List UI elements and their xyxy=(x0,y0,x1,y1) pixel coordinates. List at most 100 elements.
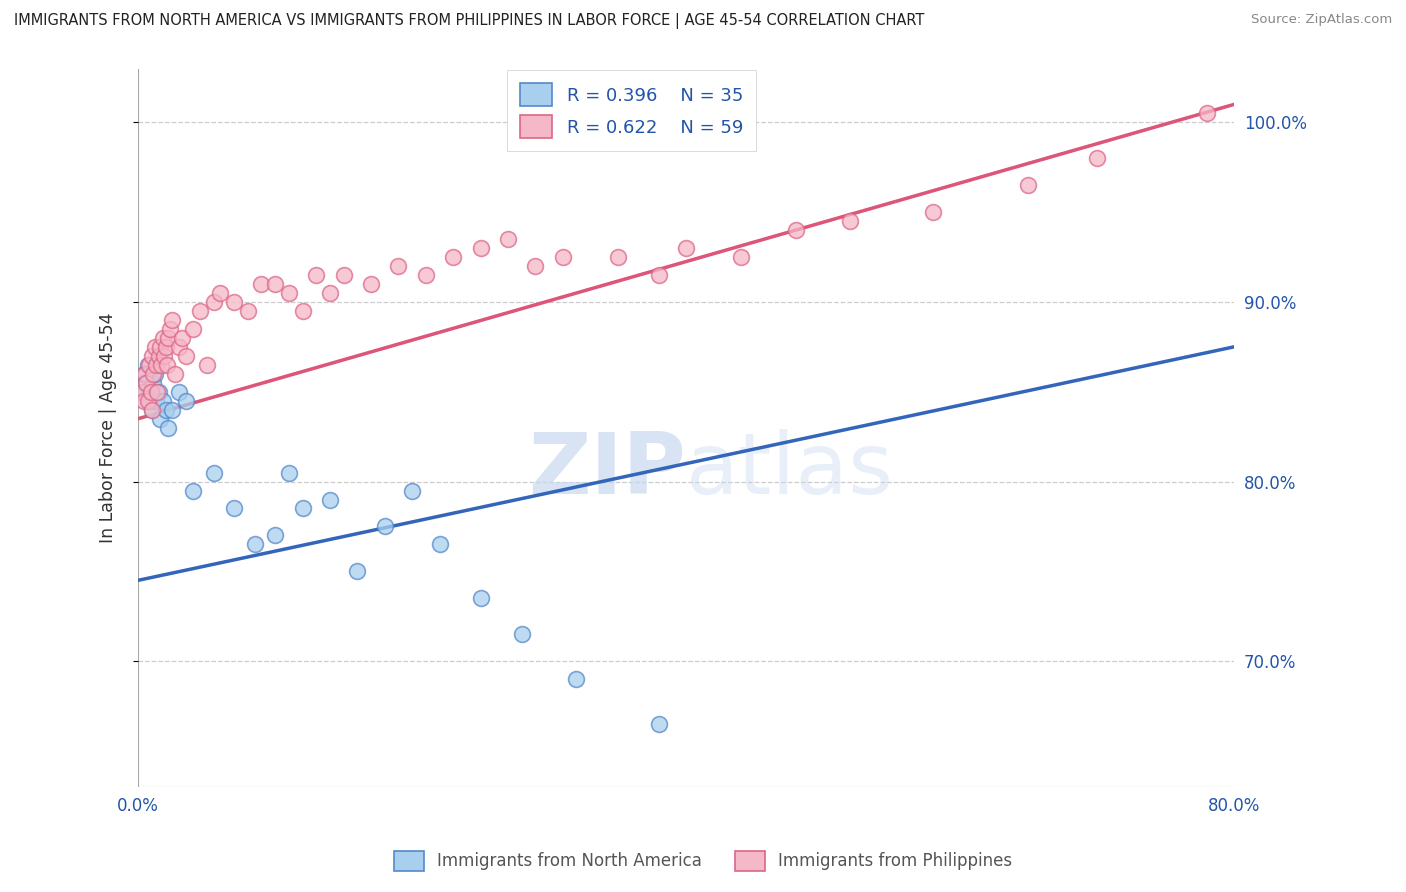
Point xyxy=(132,367,155,381)
Point xyxy=(291,304,314,318)
Point xyxy=(181,322,204,336)
Point xyxy=(264,277,287,291)
Point xyxy=(188,304,211,318)
Point xyxy=(647,717,669,731)
Point xyxy=(139,384,162,399)
Point xyxy=(138,358,160,372)
Point xyxy=(510,627,533,641)
Point xyxy=(143,340,166,354)
Point xyxy=(152,393,174,408)
Point xyxy=(142,367,165,381)
Y-axis label: In Labor Force | Age 45-54: In Labor Force | Age 45-54 xyxy=(100,312,117,543)
Point xyxy=(346,565,368,579)
Point xyxy=(174,349,197,363)
Point xyxy=(141,402,163,417)
Point xyxy=(159,322,181,336)
Point xyxy=(170,331,193,345)
Point xyxy=(136,358,159,372)
Point xyxy=(360,277,382,291)
Point xyxy=(429,537,451,551)
Point xyxy=(131,384,153,399)
Point xyxy=(785,223,807,237)
Point xyxy=(150,358,173,372)
Text: IMMIGRANTS FROM NORTH AMERICA VS IMMIGRANTS FROM PHILIPPINES IN LABOR FORCE | AG: IMMIGRANTS FROM NORTH AMERICA VS IMMIGRA… xyxy=(14,13,924,29)
Point xyxy=(565,672,588,686)
Point xyxy=(332,268,354,282)
Text: Source: ZipAtlas.com: Source: ZipAtlas.com xyxy=(1251,13,1392,27)
Point xyxy=(1195,106,1218,120)
Point xyxy=(470,241,492,255)
Point xyxy=(157,331,180,345)
Legend: R = 0.396    N = 35, R = 0.622    N = 59: R = 0.396 N = 35, R = 0.622 N = 59 xyxy=(508,70,755,151)
Point xyxy=(181,483,204,498)
Point xyxy=(839,214,862,228)
Point xyxy=(138,393,160,408)
Point xyxy=(675,241,697,255)
Point xyxy=(921,205,943,219)
Point xyxy=(169,340,191,354)
Point xyxy=(250,277,273,291)
Point xyxy=(146,384,169,399)
Point xyxy=(155,402,177,417)
Point xyxy=(305,268,328,282)
Point xyxy=(551,250,574,264)
Point xyxy=(415,268,437,282)
Point xyxy=(387,259,409,273)
Point xyxy=(162,402,184,417)
Point xyxy=(139,384,162,399)
Point xyxy=(374,519,396,533)
Point xyxy=(496,232,519,246)
Point xyxy=(202,295,225,310)
Point xyxy=(131,376,153,390)
Point xyxy=(202,466,225,480)
Point xyxy=(441,250,464,264)
Point xyxy=(169,384,191,399)
Point xyxy=(156,358,179,372)
Point xyxy=(152,331,174,345)
Text: atlas: atlas xyxy=(686,429,894,512)
Point xyxy=(157,420,180,434)
Point xyxy=(145,358,167,372)
Legend: Immigrants from North America, Immigrants from Philippines: Immigrants from North America, Immigrant… xyxy=(385,842,1021,880)
Point xyxy=(730,250,752,264)
Point xyxy=(141,349,163,363)
Point xyxy=(243,537,266,551)
Point xyxy=(142,376,165,390)
Point xyxy=(524,259,547,273)
Text: ZIP: ZIP xyxy=(529,429,686,512)
Point xyxy=(155,340,177,354)
Point xyxy=(647,268,669,282)
Point xyxy=(141,402,163,417)
Point xyxy=(319,285,342,300)
Point xyxy=(132,393,155,408)
Point xyxy=(277,466,299,480)
Point xyxy=(136,393,159,408)
Point xyxy=(135,376,157,390)
Point xyxy=(149,340,172,354)
Point xyxy=(195,358,218,372)
Point xyxy=(291,501,314,516)
Point xyxy=(606,250,628,264)
Point xyxy=(148,349,170,363)
Point xyxy=(148,384,170,399)
Point xyxy=(1017,178,1039,193)
Point xyxy=(222,501,245,516)
Point xyxy=(134,367,156,381)
Point xyxy=(162,313,184,327)
Point xyxy=(264,528,287,542)
Point xyxy=(277,285,299,300)
Point xyxy=(1085,151,1108,165)
Point xyxy=(135,376,157,390)
Point xyxy=(134,384,156,399)
Point xyxy=(470,591,492,606)
Point xyxy=(145,393,167,408)
Point xyxy=(401,483,423,498)
Point xyxy=(222,295,245,310)
Point xyxy=(174,393,197,408)
Point xyxy=(165,367,187,381)
Point xyxy=(236,304,259,318)
Point xyxy=(149,411,172,425)
Point xyxy=(319,492,342,507)
Point xyxy=(143,367,166,381)
Point xyxy=(209,285,232,300)
